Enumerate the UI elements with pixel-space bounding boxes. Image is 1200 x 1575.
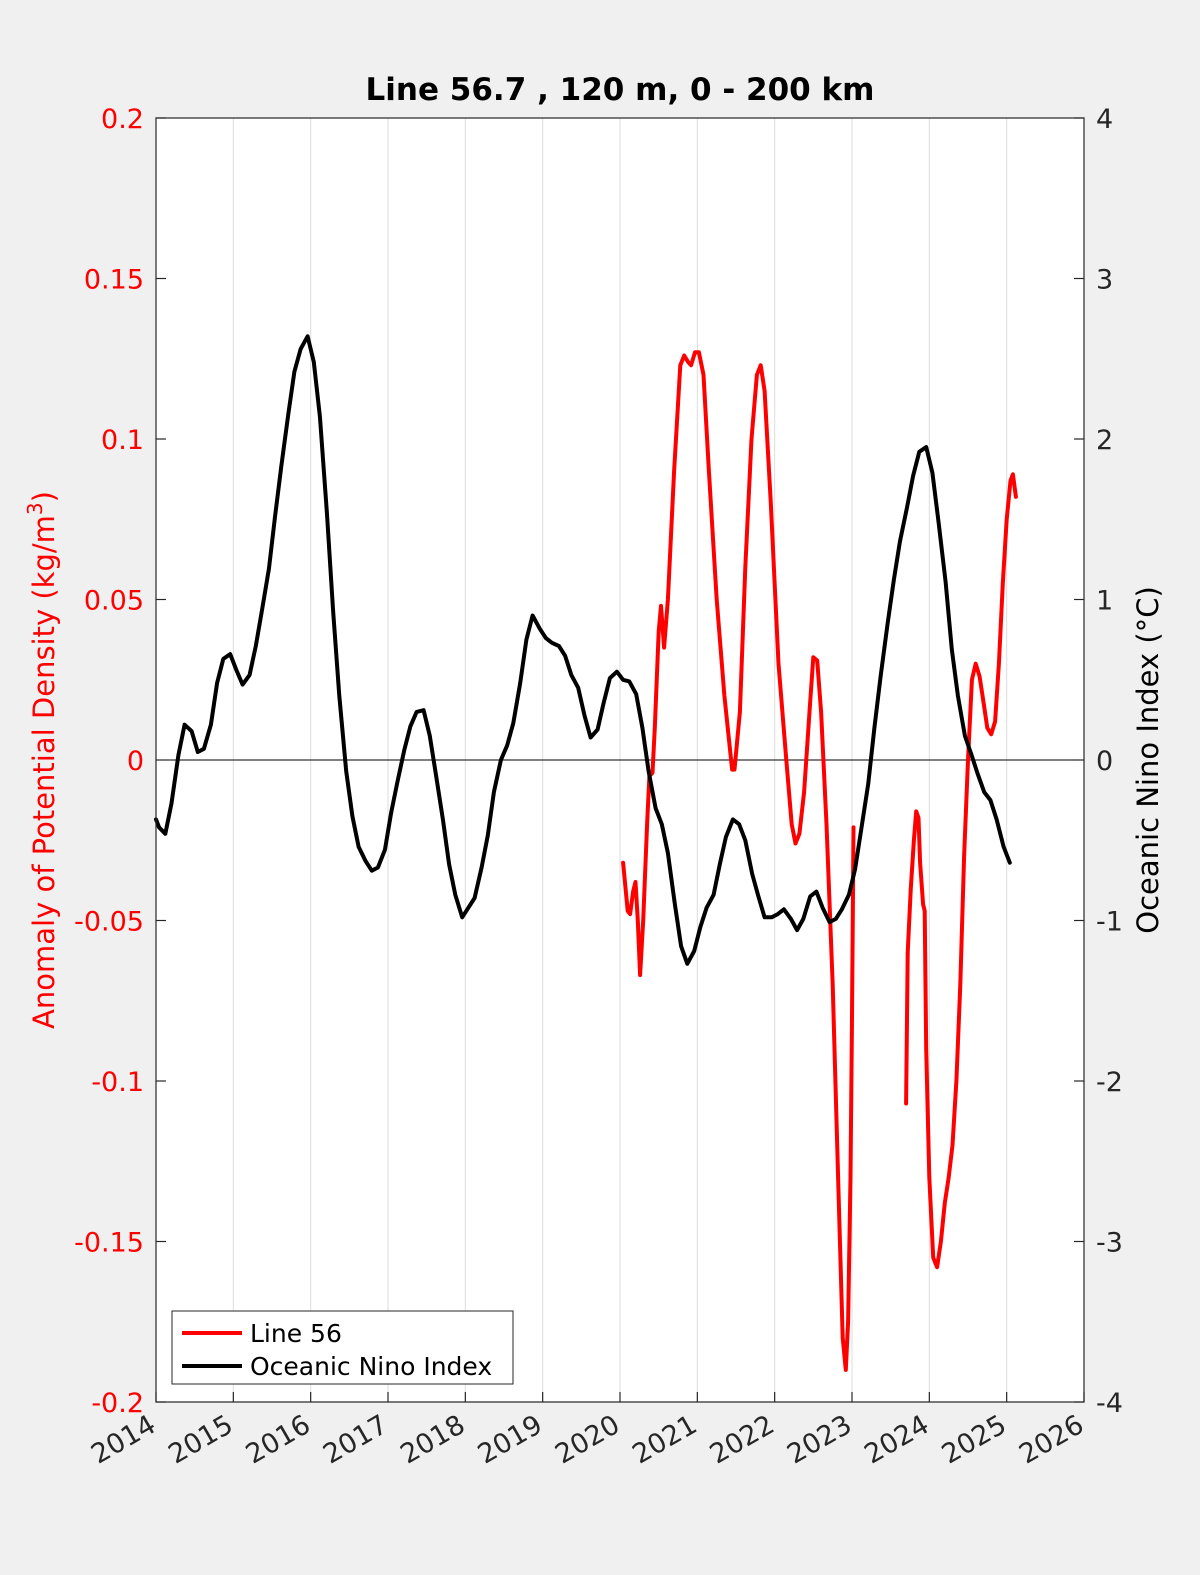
y-right-tick-label: -4 [1096,1388,1123,1419]
chart-title: Line 56.7 , 120 m, 0 - 200 km [366,72,875,108]
y-left-tick-label: 0.1 [101,425,144,456]
y-right-tick-label: 3 [1096,265,1113,296]
y-left-tick-label: -0.05 [74,907,144,938]
y-right-tick-label: -3 [1096,1228,1123,1259]
y-left-tick-label: -0.15 [74,1228,144,1259]
y-axis-left-label-tail: ) [27,491,61,502]
legend-label-line56: Line 56 [250,1319,342,1348]
series-group [154,334,1018,1372]
y-left-tick-label: -0.2 [91,1388,144,1419]
y-axis-right-label: Oceanic Nino Index (°C) [1131,586,1165,934]
y-right-tick-label: -1 [1096,907,1123,938]
y-axis-left-label: Anomaly of Potential Density (kg/m3) [23,491,61,1029]
legend-label-oni: Oceanic Nino Index [250,1352,492,1381]
legend: Line 56 Oceanic Nino Index [171,1310,514,1385]
y-right-tick-label: 2 [1096,425,1113,456]
y-right-tick-label: 4 [1096,104,1113,135]
legend-box [171,1310,514,1385]
y-right-tick-label: 0 [1096,746,1113,777]
y-left-tick-label: 0.2 [101,104,144,135]
series-oni-line [154,334,1012,966]
y-right-tick-label: 1 [1096,586,1113,617]
series-line56-segment [904,472,1018,1270]
y-axis-left-label-superscript: 3 [23,502,47,515]
y-left-tick-label: -0.1 [91,1067,144,1098]
y-left-tick-label: 0 [127,746,144,777]
y-right-tick-label: -2 [1096,1067,1123,1098]
y-left-tick-label: 0.05 [84,586,144,617]
y-left-tick-label: 0.15 [84,265,144,296]
